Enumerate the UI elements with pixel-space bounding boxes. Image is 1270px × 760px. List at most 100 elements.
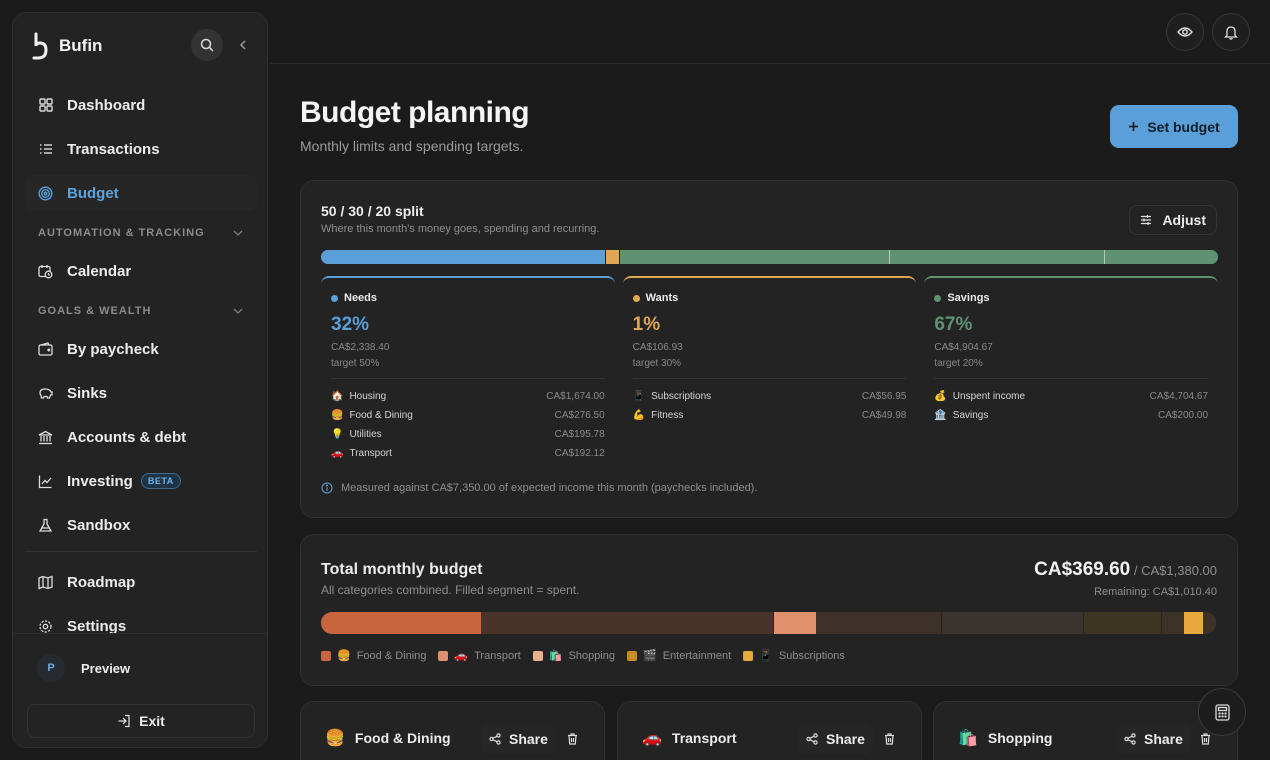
budget-segment-spent-fill: [321, 612, 482, 634]
legend-swatch: [743, 650, 754, 661]
category-emoji-icon: 🍔: [337, 650, 351, 662]
legend-label: Food & Dining: [356, 649, 427, 662]
split-segment-divider: [1104, 250, 1106, 264]
info-icon: [321, 482, 333, 494]
sidebar-item-sinks[interactable]: Sinks: [25, 375, 257, 411]
section-goals-toggle[interactable]: GOALS & WEALTH: [25, 297, 257, 325]
list-item-label: Unspent income: [952, 391, 1026, 402]
sidebar-item-transactions[interactable]: Transactions: [25, 131, 257, 167]
calculator-button[interactable]: [1198, 688, 1246, 736]
category-emoji-icon: 🍔: [325, 730, 345, 747]
share-button[interactable]: Share: [1116, 724, 1191, 754]
list-item-value: CA$1,674.00: [546, 391, 605, 402]
app-name: Bufin: [59, 36, 103, 55]
sidebar-item-label: Dashboard: [67, 96, 146, 114]
split-card: 50 / 30 / 20 split Where this month's mo…: [300, 180, 1238, 518]
total-budget-bar: [321, 612, 1216, 634]
sidebar-item-calendar[interactable]: Calendar: [25, 253, 257, 289]
map-icon: [38, 575, 53, 590]
split-panel-savings: Savings 67% CA$4,904.67 target 20% 💰 Unspent …: [924, 276, 1219, 466]
category-emoji-icon: 🚗: [454, 650, 469, 662]
share-button[interactable]: Share: [798, 724, 873, 754]
split-title: 50 / 30 / 20 split: [321, 203, 424, 219]
budget-segment-transport: [773, 612, 943, 634]
panel-header: Needs: [331, 292, 605, 304]
sidebar-item-by-paycheck[interactable]: By paycheck: [25, 331, 257, 367]
list-item[interactable]: 💰 Unspent income CA$4,704.67: [934, 387, 1208, 406]
sidebar-item-label: By paycheck: [67, 340, 159, 358]
user-profile[interactable]: P Preview: [37, 654, 130, 682]
split-panels: Needs 32% CA$2,338.40 target 50% 🏠 Housing CA$…: [321, 276, 1219, 466]
adjust-button[interactable]: Adjust: [1129, 205, 1217, 235]
delete-button[interactable]: [1192, 724, 1218, 754]
user-name: Preview: [81, 660, 131, 676]
list-item[interactable]: 💡 Utilities CA$195.78: [331, 425, 605, 444]
legend-dot: [331, 294, 338, 302]
search-button[interactable]: [191, 29, 223, 61]
legend-swatch: [532, 650, 543, 661]
set-budget-button[interactable]: Set budget: [1110, 105, 1238, 148]
sidebar-item-investing[interactable]: Investing BETA: [25, 463, 257, 499]
legend-swatch: [627, 650, 637, 661]
list-icon: [38, 142, 53, 157]
delete-button[interactable]: [876, 724, 902, 754]
trash-icon: [567, 733, 577, 745]
category-title: Shopping: [987, 730, 1053, 746]
list-item-label: Subscriptions: [651, 391, 712, 402]
exit-button[interactable]: Exit: [27, 704, 255, 738]
split-segment-needs: [321, 250, 607, 264]
target-icon: [38, 185, 53, 201]
budget-segment-entertainment: [1084, 612, 1163, 634]
list-item[interactable]: 🍔 Food & Dining CA$276.50: [331, 406, 605, 425]
collapse-sidebar-button[interactable]: [233, 29, 253, 61]
panel-percentage: 1%: [632, 314, 661, 335]
bell-icon: [1224, 25, 1238, 40]
list-item[interactable]: 🏦 Savings CA$200.00: [934, 406, 1208, 425]
sidebar-item-sandbox[interactable]: Sandbox: [25, 507, 257, 543]
notifications-button[interactable]: [1212, 13, 1250, 51]
total-limit: / CA$1,380.00: [1133, 563, 1217, 578]
category-name: 🚗 Transport: [642, 728, 737, 748]
list-item-label: Transport: [349, 448, 392, 459]
piggy-bank-icon: [38, 386, 53, 401]
gear-icon: [38, 619, 53, 634]
sidebar-item-budget[interactable]: Budget: [25, 175, 257, 211]
set-budget-label: Set budget: [1147, 118, 1220, 135]
panel-header: Wants: [632, 292, 907, 304]
sidebar-footer: P Preview Exit: [13, 633, 267, 747]
legend-item: 🚗 Transport: [438, 649, 521, 662]
legend-item: 🛍️ Shopping: [532, 649, 616, 662]
list-item-label: Fitness: [651, 410, 684, 421]
sidebar-item-settings[interactable]: Settings: [25, 608, 257, 644]
budget-segment-food-dining: [321, 612, 774, 634]
section-automation-toggle[interactable]: AUTOMATION & TRACKING: [25, 219, 257, 247]
split-segment-savings: [619, 250, 1218, 264]
share-icon: [1124, 733, 1136, 745]
sidebar-item-dashboard[interactable]: Dashboard: [25, 87, 257, 123]
legend-item: 🍔 Food & Dining: [321, 649, 426, 662]
legend-label: Transport: [474, 649, 521, 662]
category-emoji-icon: 💰: [934, 391, 947, 402]
list-item-label: Food & Dining: [349, 410, 413, 421]
visibility-toggle-button[interactable]: [1166, 13, 1204, 51]
exit-icon: [118, 714, 130, 728]
delete-button[interactable]: [559, 724, 585, 754]
list-item-value: CA$192.12: [554, 448, 605, 459]
list-item[interactable]: 🚗 Transport CA$192.12: [331, 444, 605, 463]
share-button[interactable]: Share: [481, 724, 556, 754]
panel-divider: [632, 378, 907, 379]
list-item[interactable]: 📱 Subscriptions CA$56.95: [633, 387, 907, 406]
sidebar-divider: [25, 551, 257, 552]
legend-label: Shopping: [568, 649, 616, 662]
list-item[interactable]: 🏠 Housing CA$1,674.00: [331, 387, 605, 406]
sidebar-item-label: Transactions: [67, 140, 160, 158]
legend-item: 🎬 Entertainment: [627, 649, 731, 662]
list-item[interactable]: 💪 Fitness CA$49.98: [633, 406, 907, 425]
list-item-label: Savings: [952, 410, 989, 421]
sidebar-item-label: Calendar: [67, 262, 132, 280]
sidebar-item-accounts-debt[interactable]: Accounts & debt: [25, 419, 257, 455]
dashboard-grid-icon: [38, 98, 53, 113]
sidebar-item-roadmap[interactable]: Roadmap: [25, 564, 257, 600]
brand[interactable]: Bufin: [31, 31, 102, 61]
list-item-label: Utilities: [349, 429, 382, 440]
